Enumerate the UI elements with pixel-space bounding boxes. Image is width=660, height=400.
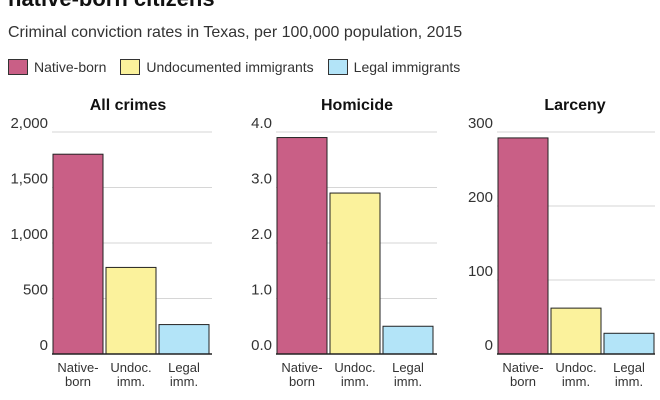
larceny-ytick-0: 0	[485, 337, 493, 354]
homicide-xlabel-undoc-imm-line-0: Undoc.	[334, 360, 375, 375]
all-crimes-xlabel-undoc-imm-line-0: Undoc.	[110, 360, 151, 375]
headline: native-born citizens	[8, 0, 215, 12]
larceny-xlabel-undoc-imm-line-1: imm.	[562, 374, 590, 389]
larceny-title: Larceny	[544, 97, 605, 114]
all-crimes-title: All crimes	[90, 97, 167, 114]
homicide-xlabel-native-born-line-1: born	[289, 374, 315, 389]
all-crimes-xlabel-native-born-line-1: born	[65, 374, 91, 389]
larceny-ytick-1: 100	[468, 263, 493, 280]
all-crimes-ytick-2: 1,000	[10, 226, 48, 243]
all-crimes-xlabel-legal-imm-line-1: imm.	[170, 374, 198, 389]
homicide-ytick-3: 3.0	[251, 171, 272, 188]
larceny-bar-native-born	[497, 137, 549, 355]
all-crimes-ytick-4: 2,000	[10, 115, 48, 132]
legend-swatch-legal	[327, 59, 348, 75]
larceny-ytick-2: 200	[468, 189, 493, 206]
homicide-xlabel-native-born-line-0: Native-	[281, 360, 322, 375]
all-crimes-xlabel-native-born-line-0: Native-	[57, 360, 98, 375]
subtitle: Criminal conviction rates in Texas, per …	[8, 24, 463, 41]
legend-label-legal: Legal immigrants	[353, 59, 461, 75]
legend-swatch-native-born	[8, 59, 28, 75]
legend-item-native-born: Native-born	[8, 59, 106, 75]
all-crimes-ytick-3: 1,500	[10, 171, 48, 188]
all-crimes-bar-undoc-imm	[105, 266, 157, 355]
homicide-title: Homicide	[321, 97, 393, 114]
homicide-ytick-1: 1.0	[251, 282, 272, 299]
legend-label-native-born: Native-born	[34, 59, 107, 75]
larceny-ytick-3: 300	[468, 115, 493, 132]
homicide-xlabel-undoc-imm-line-1: imm.	[341, 374, 369, 389]
larceny-bar-undoc-imm	[550, 307, 602, 355]
homicide-bar-undoc-imm	[329, 192, 381, 355]
larceny-xlabel-legal-imm-line-1: imm.	[615, 374, 643, 389]
all-crimes-bar-legal-imm	[158, 324, 210, 355]
larceny-xlabel-native-born-line-0: Native-	[502, 360, 543, 375]
homicide-bar-legal-imm	[382, 325, 434, 355]
larceny-xlabel-native-born-line-1: born	[510, 374, 536, 389]
larceny-bar-legal-imm	[603, 332, 655, 355]
all-crimes-ytick-1: 500	[23, 282, 48, 299]
larceny-xlabel-legal-imm-line-0: Legal	[613, 360, 645, 375]
homicide-xlabel-legal-imm-line-1: imm.	[394, 374, 422, 389]
legend-item-undocumented: Undocumented immigrants	[120, 59, 314, 75]
all-crimes-xlabel-undoc-imm-line-1: imm.	[117, 374, 145, 389]
homicide-ytick-4: 4.0	[251, 115, 272, 132]
legend-swatch-undocumented	[120, 59, 141, 75]
homicide-ytick-2: 2.0	[251, 226, 272, 243]
legend-label-undocumented: Undocumented immigrants	[146, 59, 314, 75]
legend: Native-born Undocumented immigrants Lega…	[8, 57, 474, 77]
legend-item-legal: Legal immigrants	[327, 59, 461, 75]
larceny-xlabel-undoc-imm-line-0: Undoc.	[555, 360, 596, 375]
homicide-bar-native-born	[276, 137, 328, 355]
homicide-xlabel-legal-imm-line-0: Legal	[392, 360, 424, 375]
all-crimes-xlabel-legal-imm-line-0: Legal	[168, 360, 200, 375]
all-crimes-bar-native-born	[52, 153, 104, 355]
homicide-ytick-0: 0.0	[251, 337, 272, 354]
all-crimes-ytick-0: 0	[40, 337, 48, 354]
